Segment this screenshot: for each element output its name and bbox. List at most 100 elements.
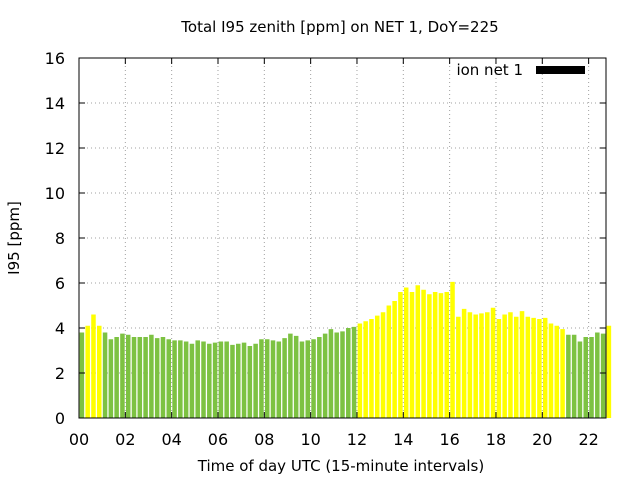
bar (102, 332, 108, 418)
bar (485, 312, 490, 418)
bar (473, 314, 478, 418)
x-tick-label: 12 (347, 430, 367, 449)
x-tick-label: 20 (532, 430, 552, 449)
bar (432, 292, 438, 418)
x-tick-label: 04 (161, 430, 181, 449)
bar (531, 317, 536, 418)
bar (595, 332, 600, 418)
bar (351, 326, 357, 418)
bar (328, 329, 334, 418)
bar (589, 337, 594, 418)
bar (548, 323, 554, 418)
bar (137, 337, 143, 418)
legend-label: ion net 1 (456, 61, 523, 79)
y-tick-label: 4 (55, 319, 65, 338)
bar (496, 319, 502, 418)
y-tick-label: 10 (45, 184, 65, 203)
y-tick-label: 16 (45, 49, 65, 68)
x-tick-label: 02 (115, 430, 135, 449)
bar (508, 312, 513, 418)
bar (195, 340, 200, 418)
y-tick-label: 2 (55, 364, 65, 383)
bar (346, 328, 351, 418)
bar (456, 316, 461, 418)
bar (479, 313, 484, 418)
bar (143, 337, 148, 418)
bar (519, 311, 525, 418)
axes (78, 57, 607, 419)
y-tick-labels: 0 2 4 6 8 10 12 14 16 (45, 49, 65, 428)
bar (114, 337, 119, 418)
bar (369, 319, 374, 418)
bar (183, 341, 189, 418)
bar (340, 331, 345, 418)
bar (270, 340, 276, 418)
bar (235, 343, 241, 418)
x-tick-label: 18 (486, 430, 506, 449)
bar (97, 325, 102, 418)
bar (392, 301, 397, 418)
bar (386, 305, 392, 418)
bar (542, 317, 548, 418)
y-tick-label: 12 (45, 139, 65, 158)
bar (108, 339, 114, 418)
bar (311, 339, 316, 418)
bar (554, 325, 560, 418)
bar (583, 337, 588, 418)
bar (502, 314, 507, 418)
chart-title: Total I95 zenith [ppm] on NET 1, DoY=225 (180, 18, 498, 36)
y-axis-label: I95 [ppm] (5, 201, 23, 275)
bar (230, 344, 235, 418)
bar (224, 341, 229, 418)
bar (305, 340, 311, 418)
x-tick-labels: 00 02 04 06 08 10 12 14 16 18 20 22 (69, 430, 599, 449)
bar (85, 325, 90, 418)
bar (560, 329, 565, 418)
bar (125, 334, 131, 418)
bar (438, 293, 444, 418)
bar (415, 285, 421, 418)
bar (247, 346, 253, 418)
x-tick-label: 14 (393, 430, 413, 449)
bar (357, 323, 363, 418)
bar (537, 319, 542, 418)
bar (201, 341, 206, 418)
bar (160, 337, 166, 418)
bar (450, 281, 455, 418)
bar (571, 334, 577, 418)
bar (334, 332, 339, 418)
bar (207, 343, 212, 418)
bar (154, 338, 160, 418)
legend-swatch (536, 66, 585, 74)
bar (427, 294, 432, 418)
bar (253, 343, 258, 418)
bar (299, 341, 305, 418)
bar (409, 292, 415, 418)
bar (120, 333, 125, 418)
bar (374, 315, 380, 418)
y-tick-label: 0 (55, 409, 65, 428)
bar (403, 287, 409, 418)
bar (293, 335, 299, 418)
y-tick-label: 8 (55, 229, 65, 248)
bar (363, 321, 368, 418)
plot-border (78, 57, 607, 419)
grid (79, 58, 606, 418)
bar (79, 332, 85, 418)
bar (577, 341, 583, 418)
bar (91, 314, 96, 418)
bar (264, 339, 270, 418)
bar (259, 339, 264, 418)
bar-series (79, 281, 612, 418)
bar (166, 339, 172, 418)
legend: ion net 1 (456, 61, 585, 79)
bar (380, 312, 386, 418)
bar (212, 342, 218, 418)
bar (461, 308, 467, 418)
bar (218, 341, 224, 418)
bar (317, 337, 322, 418)
bar (421, 289, 426, 418)
bar (606, 325, 612, 418)
x-tick-label: 00 (69, 430, 89, 449)
x-tick-label: 06 (208, 430, 228, 449)
